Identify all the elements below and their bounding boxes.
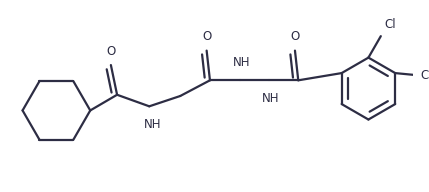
- Text: Cl: Cl: [384, 18, 396, 31]
- Text: NH: NH: [144, 118, 161, 131]
- Text: NH: NH: [233, 56, 251, 69]
- Text: O: O: [106, 45, 115, 58]
- Text: Cl: Cl: [420, 69, 429, 82]
- Text: NH: NH: [262, 92, 279, 105]
- Text: O: O: [202, 30, 211, 43]
- Text: O: O: [290, 30, 299, 43]
